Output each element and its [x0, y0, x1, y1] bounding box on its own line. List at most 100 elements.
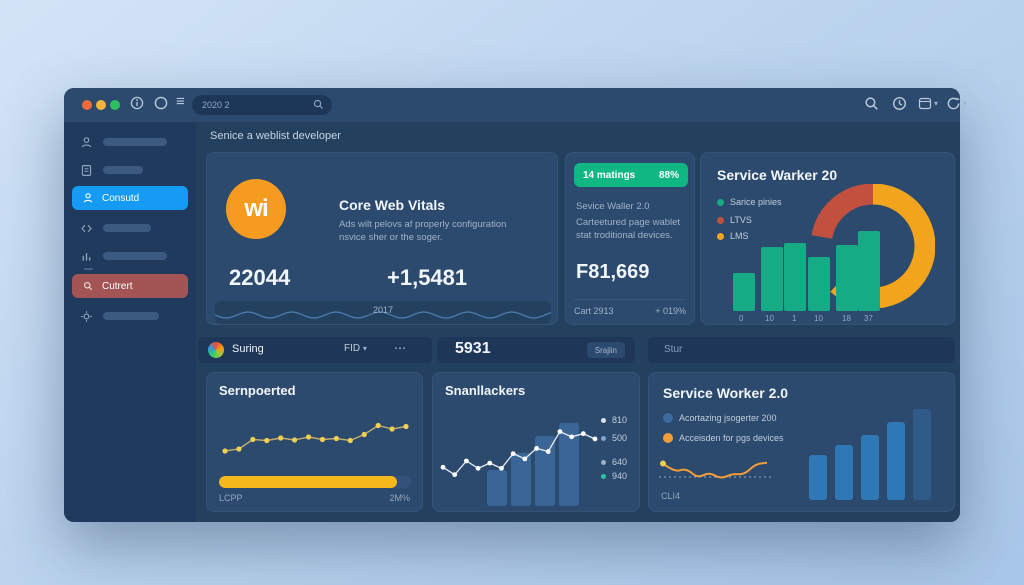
- axis-tick: 1: [792, 314, 797, 323]
- legend-item: 810: [601, 415, 627, 425]
- app-window: ≡ 2020 2 ▾ ▾: [64, 88, 967, 522]
- sidebar-item-files[interactable]: [80, 162, 143, 178]
- file-icon: [81, 164, 92, 176]
- green-bar-chart: [733, 231, 880, 311]
- sidebar-item-code[interactable]: [80, 220, 151, 236]
- legend-item: LTVS: [717, 215, 752, 225]
- vitals-sparkline: 2017: [215, 301, 551, 324]
- sidebar-item-active[interactable]: Consutd: [72, 186, 188, 210]
- stat-value: 22044: [229, 265, 291, 290]
- legend-item: 640: [601, 457, 627, 467]
- axis-tick: 0: [739, 314, 744, 323]
- axis-tick: 37: [864, 314, 873, 323]
- service-worker-card: Service Worker 2.0 Acortazing jsogerter …: [648, 372, 955, 512]
- legend-dot: [601, 435, 606, 441]
- progress-label-left: LCPP: [219, 493, 243, 503]
- card-subtitle: nsvice sher or the soger.: [339, 232, 443, 243]
- lcp-progress-bar: [219, 476, 412, 488]
- ratings-card: 14 matings 88% Sevice Waller 2.0 Carteet…: [565, 152, 695, 325]
- main-content: Senice a weblist developer wi Core Web V…: [196, 122, 960, 522]
- legend-item: 500: [601, 433, 627, 443]
- legend-dot: [717, 232, 724, 240]
- sidebar-item-alert[interactable]: Cutrert: [72, 274, 188, 298]
- calendar-dropdown-icon[interactable]: ▾: [918, 96, 938, 110]
- fid-dropdown[interactable]: FID ▾: [344, 343, 367, 354]
- legend-dot: [601, 459, 606, 465]
- gear-icon: [81, 310, 92, 322]
- spring-logo-icon: [208, 342, 224, 358]
- sidebar-divider: [84, 268, 93, 270]
- card-footer: Cart 2913 + 019%: [574, 299, 686, 316]
- card-subtitle: Sevice Waller 2.0: [576, 201, 650, 212]
- search-field[interactable]: Stur: [648, 337, 955, 363]
- wave-chart: [659, 460, 771, 479]
- legend-dot: [663, 433, 673, 443]
- core-web-vitals-card: wi Core Web Vitals Ads wilt pelovs af pr…: [206, 152, 558, 325]
- srajlin-button[interactable]: Srajlin: [586, 342, 625, 358]
- page-title: Senice a weblist developer: [210, 130, 341, 142]
- sidebar: Consutd Cutrert: [64, 122, 197, 522]
- legend-item: LMS: [717, 231, 749, 241]
- minimize-button[interactable]: [96, 100, 106, 110]
- legend-dot: [717, 198, 724, 206]
- maximize-button[interactable]: [110, 100, 120, 110]
- line-chart: [222, 422, 409, 454]
- user-icon: [83, 193, 93, 203]
- url-bar[interactable]: 2020 2: [192, 95, 332, 115]
- legend-item: Acortazing jsogerter 200: [663, 413, 777, 423]
- toolbar-search-icon[interactable]: [864, 96, 879, 111]
- card-title: Snanllackers: [445, 383, 526, 398]
- sidebar-item-stats[interactable]: [80, 248, 167, 264]
- code-icon: [81, 224, 92, 232]
- legend-item: 940: [601, 471, 627, 481]
- card-title: Core Web Vitals: [339, 197, 446, 213]
- menu-icon[interactable]: ≡: [176, 93, 185, 110]
- history-clock-icon[interactable]: [892, 96, 907, 111]
- user-icon: [81, 136, 92, 147]
- sidebar-item-label: Cutrert: [102, 280, 133, 292]
- sernpoerted-card: Sernpoerted LCPP 2M%: [206, 372, 423, 512]
- axis-tick: 10: [814, 314, 823, 323]
- footer-left: Cart 2913: [574, 306, 614, 316]
- card-body: Carteetured page wablet: [576, 217, 681, 228]
- axis-label: CLI4: [661, 491, 681, 501]
- sidebar-item-label: Consutd: [102, 192, 140, 204]
- badge-value: 88%: [658, 169, 679, 181]
- card-body: stat troditional devices.: [576, 230, 673, 241]
- stat-value: +1,5481: [387, 265, 468, 290]
- service-warker-card: Service Warker 20 Sarice pinies LTVS LMS…: [700, 152, 955, 325]
- metric-segment: 5931 Srajlin: [437, 337, 635, 363]
- info-icon[interactable]: [130, 96, 144, 110]
- app-name: Suring: [232, 343, 264, 355]
- combo-chart: [440, 423, 598, 506]
- snanllackers-card: Snanllackers 810 500 640 940: [432, 372, 640, 512]
- close-button[interactable]: [82, 100, 92, 110]
- footer-right: + 019%: [655, 306, 686, 316]
- sidebar-item-settings[interactable]: [80, 308, 159, 324]
- blue-bar-chart: [809, 409, 931, 500]
- progress-label-right: 2M%: [389, 493, 410, 503]
- app-toolbar-segment: Suring FID ▾ ⋯: [198, 337, 432, 363]
- axis-tick: 10: [765, 314, 774, 323]
- legend-item: Acceisden for pgs devices: [663, 433, 784, 443]
- badge-label: 14 matings: [583, 169, 636, 181]
- card-subtitle: Ads wilt pelovs af properly configuratio…: [339, 219, 507, 230]
- metric-value: 5931: [455, 340, 491, 357]
- axis-tick: 18: [842, 314, 851, 323]
- card-title: Sernpoerted: [219, 383, 296, 398]
- search-field-text: Stur: [664, 344, 683, 355]
- url-text: 2020 2: [202, 100, 230, 110]
- more-button[interactable]: ⋯: [394, 341, 406, 355]
- record-icon[interactable]: [154, 96, 168, 110]
- legend-dot: [717, 216, 724, 224]
- ratings-badge: 14 matings 88%: [574, 163, 688, 187]
- refresh-dropdown-icon[interactable]: ▾: [946, 96, 967, 111]
- sparkline-label: 2017: [372, 305, 394, 315]
- card-title: Service Worker 2.0: [663, 385, 789, 401]
- stat-value: F81,669: [576, 261, 650, 283]
- card-title: Service Warker 20: [717, 167, 838, 183]
- window-topbar: ≡ 2020 2 ▾ ▾: [64, 88, 967, 122]
- sidebar-item-users[interactable]: [80, 134, 167, 150]
- legend-dot: [663, 413, 673, 423]
